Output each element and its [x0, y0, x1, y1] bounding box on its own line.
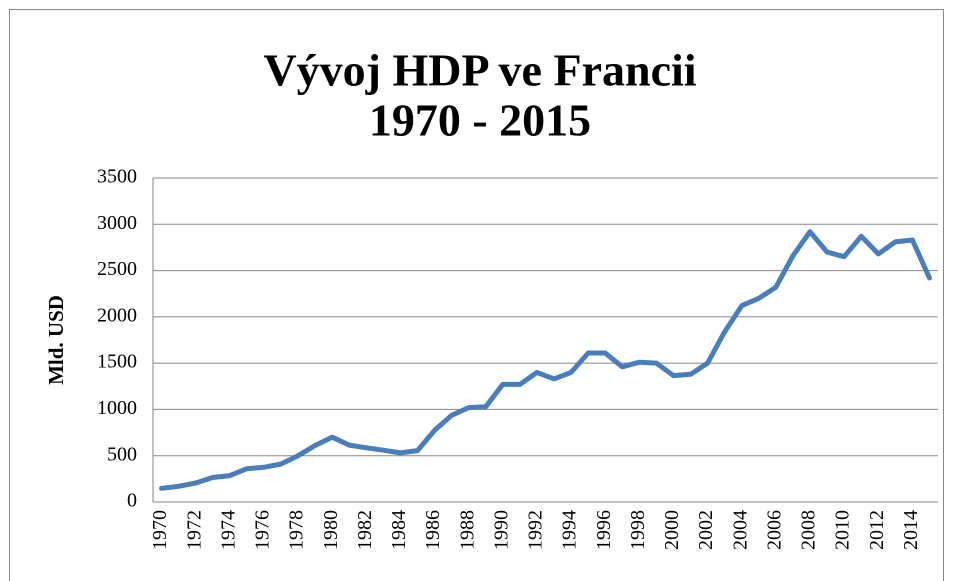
y-tick-label: 3500	[97, 166, 137, 188]
y-tick-label: 3000	[97, 212, 137, 234]
x-tick-label: 1986	[422, 510, 444, 550]
x-tick-label: 1980	[320, 510, 342, 550]
x-tick-label: 1978	[286, 510, 308, 550]
x-tick-label: 2010	[832, 510, 854, 550]
y-tick-label: 2000	[97, 304, 137, 326]
y-tick-label: 1000	[97, 397, 137, 419]
x-tick-label: 1970	[149, 510, 171, 550]
x-tick-label: 1984	[388, 510, 410, 550]
y-axis-label: Mld. USD	[44, 295, 68, 385]
y-tick-label: 0	[127, 490, 137, 512]
x-tick-label: 1998	[627, 510, 649, 550]
x-tick-label: 1972	[183, 510, 205, 550]
x-tick-label: 2000	[661, 510, 683, 550]
x-tick-label: 1996	[593, 510, 615, 550]
x-tick-label: 1990	[490, 510, 512, 550]
x-tick-label: 1982	[354, 510, 376, 550]
line-series	[159, 229, 932, 491]
x-tick-label: 2004	[729, 510, 751, 550]
x-tick-label: 1988	[456, 510, 478, 550]
x-tick-label: 1976	[252, 510, 274, 550]
x-tick-label: 1992	[525, 510, 547, 550]
chart-title: 1970 - 2015	[369, 95, 591, 146]
y-tick-label: 500	[107, 443, 137, 465]
x-tick-label: 1994	[559, 510, 581, 550]
x-tick-label: 2006	[763, 510, 785, 550]
x-tick-label: 2014	[900, 510, 922, 550]
chart-border	[9, 9, 944, 581]
x-tick-label: 2008	[798, 510, 820, 550]
x-tick-label: 2012	[866, 510, 888, 550]
x-tick-label: 2002	[695, 510, 717, 550]
x-tick-label: 1974	[217, 510, 239, 550]
y-tick-label: 2500	[97, 258, 137, 280]
chart-title: Vývoj HDP ve Francii	[263, 45, 696, 96]
y-tick-label: 1500	[97, 351, 137, 373]
